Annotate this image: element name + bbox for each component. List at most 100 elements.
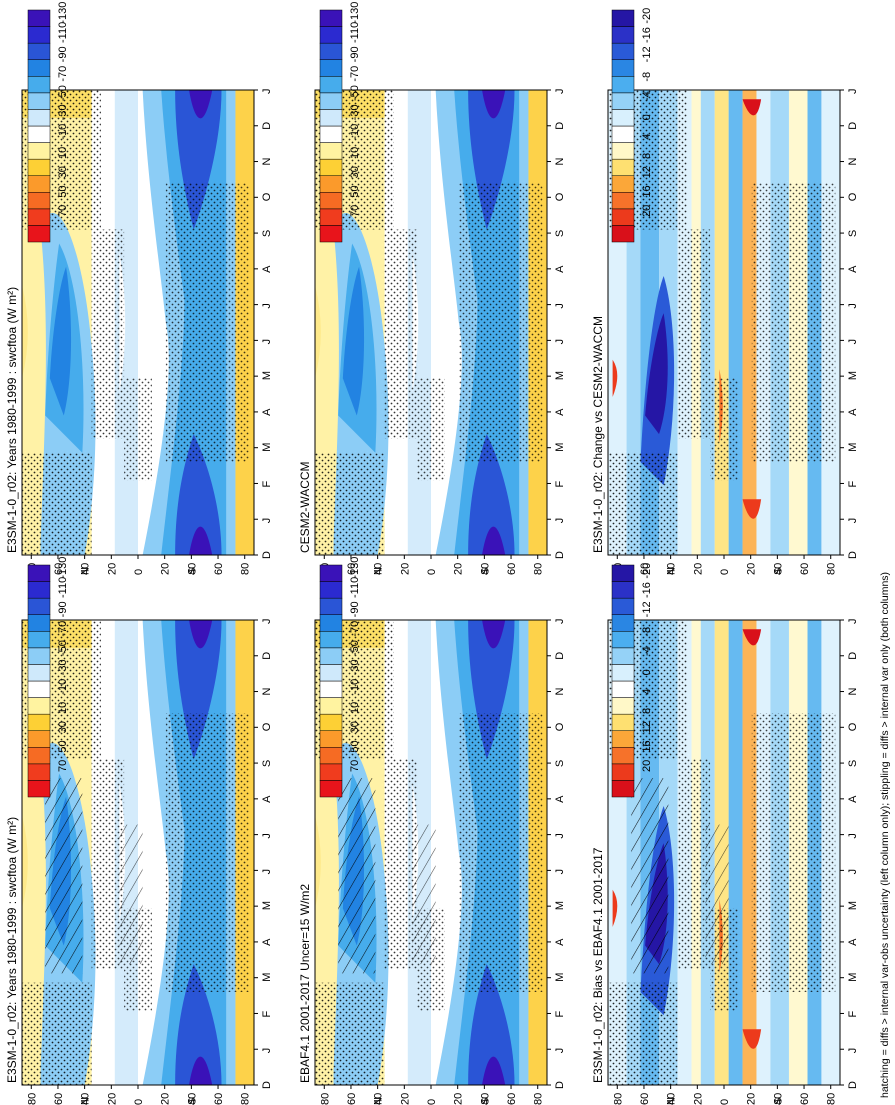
colorbar-label: -8	[641, 72, 653, 82]
month-tick-label: O	[554, 192, 566, 201]
colorbar-label: -110	[57, 22, 69, 43]
month-tick-label: D	[554, 122, 566, 130]
lat-tick-label: 20	[692, 1093, 704, 1105]
colorbar-swatch	[27, 142, 51, 160]
colorbar-label: -110	[349, 22, 361, 43]
colorbar: 20 16 12 8 4 0 -4 -8 -12 -16 -20	[611, 8, 653, 243]
lat-tick-label: 40	[666, 1093, 678, 1105]
colorbar-label: -12	[641, 46, 653, 62]
month-tick-label: D	[261, 551, 273, 559]
colorbar-label: -130	[57, 557, 69, 579]
colorbar-label: 0	[641, 669, 653, 675]
month-tick-label: D	[847, 122, 859, 130]
colorbar-swatch	[319, 664, 343, 682]
colorbar-swatch	[319, 26, 343, 44]
colorbar-label: -50	[57, 640, 69, 656]
colorbar-label: -30	[57, 659, 69, 675]
month-tick-label: F	[554, 1010, 566, 1017]
colorbar-label: 8	[641, 153, 653, 159]
lat-tick-label: 60	[346, 563, 358, 575]
colorbar-label: -10	[57, 124, 69, 140]
lat-tick-label: 60	[639, 1093, 651, 1105]
colorbar-label: 8	[641, 708, 653, 714]
month-tick-label: D	[554, 652, 566, 660]
month-tick-label: J	[847, 303, 859, 309]
lat-tick-label: 60	[799, 563, 811, 575]
lat-tick-label: 60	[346, 1093, 358, 1105]
colorbar-label: -70	[57, 621, 69, 637]
lat-tick-label: 60	[506, 563, 518, 575]
month-tick-label: D	[554, 551, 566, 559]
colorbar-label: -90	[57, 46, 69, 62]
lat-tick-label: 0	[426, 1099, 438, 1105]
month-tick-label: J	[847, 619, 859, 625]
colorbar-swatch	[27, 747, 51, 765]
month-tick-label: M	[261, 901, 273, 910]
panel-title: EBAF4.1 2001-2017 Uncer=15 W/m2	[298, 884, 312, 1083]
colorbar-swatch	[319, 763, 343, 781]
colorbar-swatch	[611, 76, 635, 94]
colorbar-label: -130	[349, 2, 361, 24]
hemisphere-label: S	[186, 568, 198, 575]
month-tick-label: N	[261, 158, 273, 166]
colorbar-swatch	[27, 225, 51, 243]
colorbar-label: -16	[641, 582, 653, 598]
colorbar-swatch	[27, 597, 51, 615]
lat-tick-label: 40	[479, 563, 491, 575]
colorbar-swatch	[27, 680, 51, 698]
hemisphere-label: S	[186, 1098, 198, 1105]
colorbar-swatch	[611, 713, 635, 731]
colorbar-swatch	[611, 125, 635, 143]
colorbar-swatch	[611, 680, 635, 698]
lat-tick-label: 40	[80, 563, 92, 575]
colorbar-label: -10	[57, 679, 69, 695]
colorbar-label: 50	[349, 185, 361, 197]
colorbar-swatch	[27, 564, 51, 582]
month-tick-label: J	[554, 89, 566, 95]
colorbar-swatch	[27, 780, 51, 798]
colorbar-swatch	[611, 109, 635, 127]
colorbar-swatch	[319, 680, 343, 698]
lat-tick-label: 80	[826, 1093, 838, 1105]
colorbar-swatch	[319, 158, 343, 176]
lat-tick-label: 0	[133, 569, 145, 575]
colorbar-swatch	[27, 697, 51, 715]
colorbar-swatch	[611, 9, 635, 27]
month-tick-label: J	[847, 869, 859, 875]
panel-1: 80 60 40 20 0 20 40 60 80 N S D J F M A M J J A S O N D J E3SM-1-…	[5, 619, 273, 1105]
panel-3: 80 60 40 20 0 20 40 60 80 N S D J F M A M J J A S O N D J EBAF4.1…	[298, 619, 566, 1105]
colorbar-swatch	[27, 76, 51, 94]
colorbar-label: -8	[641, 627, 653, 637]
colorbar-swatch	[319, 631, 343, 649]
colorbar-swatch	[611, 564, 635, 582]
colorbar-swatch	[611, 225, 635, 243]
colorbar-label: -50	[57, 85, 69, 101]
colorbar-swatch	[319, 647, 343, 665]
colorbar-swatch	[319, 581, 343, 599]
lat-tick-label: 40	[373, 563, 385, 575]
colorbar-label: 10	[349, 702, 361, 714]
month-tick-label: A	[261, 795, 273, 803]
month-tick-label: F	[847, 1010, 859, 1017]
month-tick-label: A	[847, 408, 859, 416]
colorbar-swatch	[611, 597, 635, 615]
colorbar-label: 30	[57, 166, 69, 178]
lat-tick-label: 40	[479, 1093, 491, 1105]
month-tick-label: N	[261, 688, 273, 696]
colorbar-label: 10	[57, 147, 69, 159]
lat-tick-label: 40	[186, 1093, 198, 1105]
month-tick-label: F	[261, 1010, 273, 1017]
month-tick-label: J	[261, 869, 273, 875]
colorbar-swatch	[611, 142, 635, 160]
lat-tick-label: 20	[746, 1093, 758, 1105]
colorbar-label: -20	[641, 563, 653, 579]
colorbar-label: 16	[641, 185, 653, 197]
panel-field	[315, 620, 547, 1085]
colorbar-label: -20	[641, 8, 653, 24]
month-tick-label: A	[847, 795, 859, 803]
colorbar-label: 50	[57, 740, 69, 752]
colorbar-swatch	[27, 92, 51, 110]
month-tick-label: J	[554, 518, 566, 524]
lat-tick-label: 60	[506, 1093, 518, 1105]
month-tick-label: J	[261, 1048, 273, 1054]
